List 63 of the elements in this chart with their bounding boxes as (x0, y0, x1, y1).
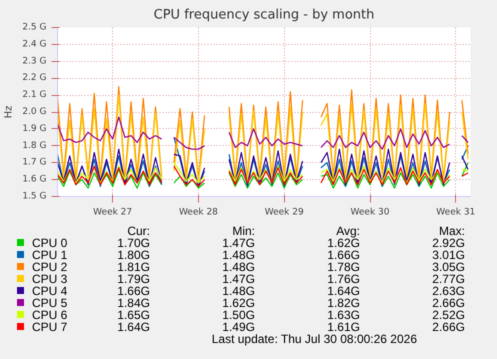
text: 1.76G (326, 272, 360, 286)
text: 1.66G (326, 248, 360, 262)
y-tick-label: 1.6 G (22, 174, 47, 185)
y-axis-title: Hz (3, 106, 14, 118)
x-tick-label: Week 31 (436, 208, 476, 218)
text: 1.66G (117, 284, 150, 298)
y-tick-label: 2.1 G (22, 90, 47, 100)
legend-label: CPU 5 (32, 296, 68, 310)
x-tick-label: Week 28 (178, 208, 218, 218)
y-tick-label: 2.4 G (22, 39, 47, 50)
text: 1.62G (326, 236, 360, 250)
x-tick-label: Week 27 (93, 208, 132, 218)
x-tick-label: Week 30 (350, 208, 390, 218)
text: 1.48G (221, 248, 255, 262)
text: 1.64G (326, 284, 360, 298)
text: Max: (438, 224, 465, 238)
text: 1.47G (221, 236, 255, 250)
legend-label: CPU 2 (32, 260, 68, 274)
text: 1.47G (221, 272, 255, 286)
text: 2.52G (431, 308, 465, 322)
text: 1.62G (221, 296, 255, 310)
legend-label: CPU 7 (32, 320, 68, 334)
legend-label: CPU 1 (32, 248, 68, 262)
y-tick-label: 1.9 G (22, 124, 47, 134)
x-tick-label: Week 29 (264, 208, 304, 218)
legend-label: CPU 3 (32, 272, 68, 286)
chart-title: CPU frequency scaling - by month (154, 8, 374, 22)
y-tick-label: 1.7 G (22, 158, 47, 168)
legend-label: CPU 0 (32, 236, 68, 250)
y-tick-label: 1.8 G (22, 140, 47, 151)
text: 1.79G (117, 272, 150, 286)
text: 2.66G (431, 320, 465, 334)
y-tick-label: 2.0 G (22, 107, 47, 117)
text: 1.70G (117, 236, 150, 250)
text: 1.82G (326, 296, 360, 310)
text: Avg: (335, 224, 360, 238)
text: 1.81G (117, 260, 150, 274)
text: 1.49G (221, 320, 255, 334)
text: 2.63G (431, 284, 465, 298)
y-tick-label: 1.5 G (22, 192, 47, 202)
text: 1.48G (221, 260, 255, 274)
text: 1.78G (326, 260, 360, 274)
y-tick-label: 2.3 G (22, 56, 47, 66)
text: 1.65G (117, 308, 150, 322)
text: 3.05G (431, 260, 465, 274)
text: 1.84G (117, 296, 150, 310)
text: 2.66G (431, 296, 465, 310)
text: Last update: Thu Jul 30 08:00:26 2026 (210, 332, 418, 346)
text: 1.61G (326, 320, 360, 334)
text: 2.92G (431, 236, 465, 250)
text: Cur: (126, 224, 150, 238)
text: 2.77G (431, 272, 465, 286)
y-tick-label: 2.5 G (22, 22, 47, 32)
y-tick-label: 2.2 G (22, 73, 47, 84)
text: 1.48G (221, 284, 255, 298)
text: 1.50G (221, 308, 255, 322)
text: 3.01G (431, 248, 465, 262)
text: 1.80G (117, 248, 150, 262)
text: 1.63G (326, 308, 360, 322)
legend-label: CPU 6 (32, 308, 68, 322)
text: Min: (231, 224, 255, 238)
legend-label: CPU 4 (32, 284, 68, 298)
text: 1.64G (117, 320, 150, 334)
